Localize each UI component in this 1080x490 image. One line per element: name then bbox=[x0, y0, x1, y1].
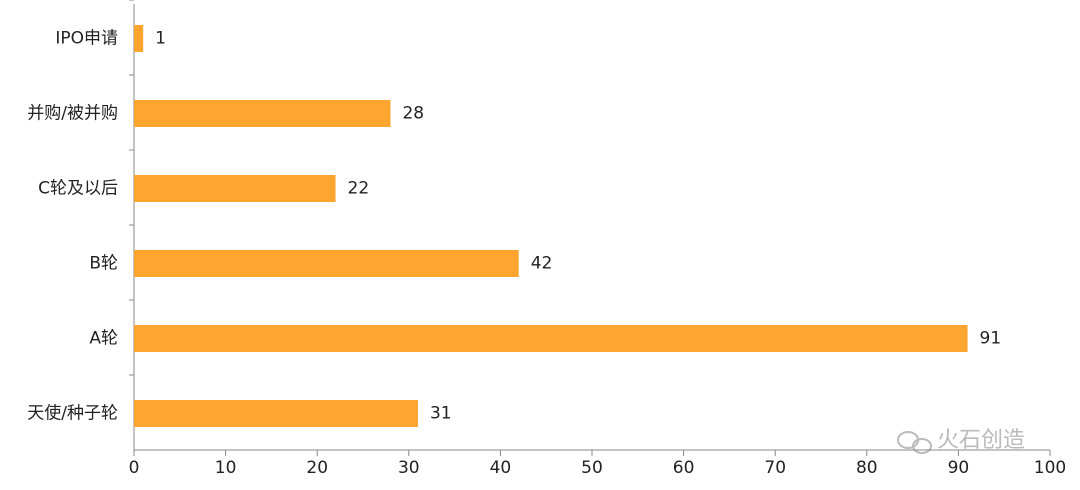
x-tick-label: 60 bbox=[673, 458, 695, 478]
y-tick-label: 并购/被并购 bbox=[27, 104, 118, 124]
watermark-text: 火石创造 bbox=[937, 428, 1025, 453]
watermark-icon bbox=[897, 431, 919, 449]
value-label: 1 bbox=[155, 29, 166, 49]
value-label: 22 bbox=[348, 179, 370, 199]
bar bbox=[134, 175, 336, 202]
watermark: 火石创造 bbox=[897, 428, 1025, 454]
x-tick-label: 10 bbox=[215, 458, 237, 478]
y-tick-label: A轮 bbox=[89, 329, 118, 349]
x-tick-label: 50 bbox=[581, 458, 603, 478]
bar bbox=[134, 325, 968, 352]
watermark-icon bbox=[912, 438, 932, 454]
x-tick-label: 40 bbox=[490, 458, 512, 478]
value-label: 91 bbox=[980, 329, 1002, 349]
value-label: 28 bbox=[402, 104, 424, 124]
x-tick-label: 0 bbox=[129, 458, 140, 478]
bar bbox=[134, 100, 391, 127]
bar bbox=[134, 25, 144, 52]
y-tick-label: IPO申请 bbox=[55, 29, 118, 49]
x-tick-label: 30 bbox=[398, 458, 420, 478]
x-tick-label: 70 bbox=[764, 458, 786, 478]
x-tick-label: 20 bbox=[306, 458, 328, 478]
value-label: 31 bbox=[430, 404, 452, 424]
x-tick-label: 100 bbox=[1034, 458, 1066, 478]
x-tick-label: 80 bbox=[856, 458, 878, 478]
bar bbox=[134, 400, 418, 427]
y-tick-label: B轮 bbox=[89, 254, 118, 274]
value-label: 42 bbox=[531, 254, 553, 274]
y-tick-label: 天使/种子轮 bbox=[27, 403, 118, 424]
y-tick-label: C轮及以后 bbox=[38, 179, 118, 199]
bar bbox=[134, 250, 519, 277]
x-tick-label: 90 bbox=[948, 458, 970, 478]
